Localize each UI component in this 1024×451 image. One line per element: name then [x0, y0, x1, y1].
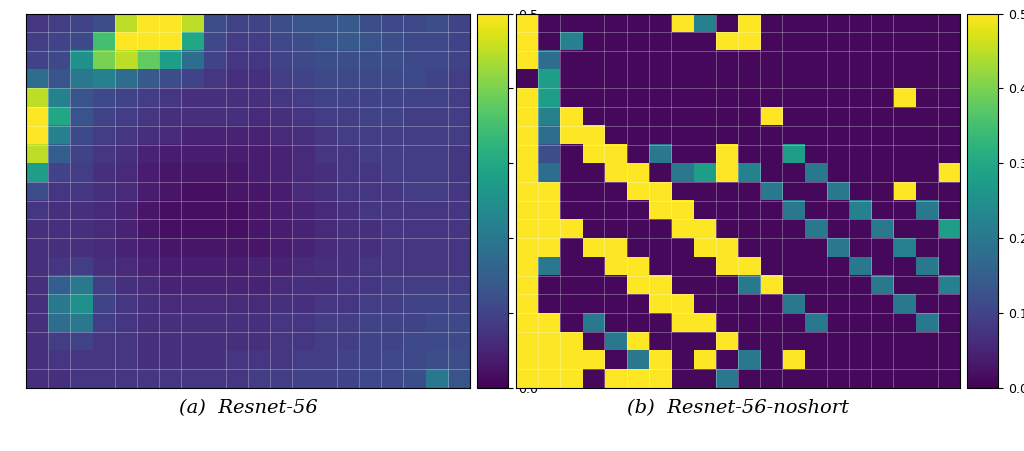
X-axis label: (b)  Resnet-56-noshort: (b) Resnet-56-noshort	[627, 399, 849, 417]
X-axis label: (a)  Resnet-56: (a) Resnet-56	[178, 399, 317, 417]
